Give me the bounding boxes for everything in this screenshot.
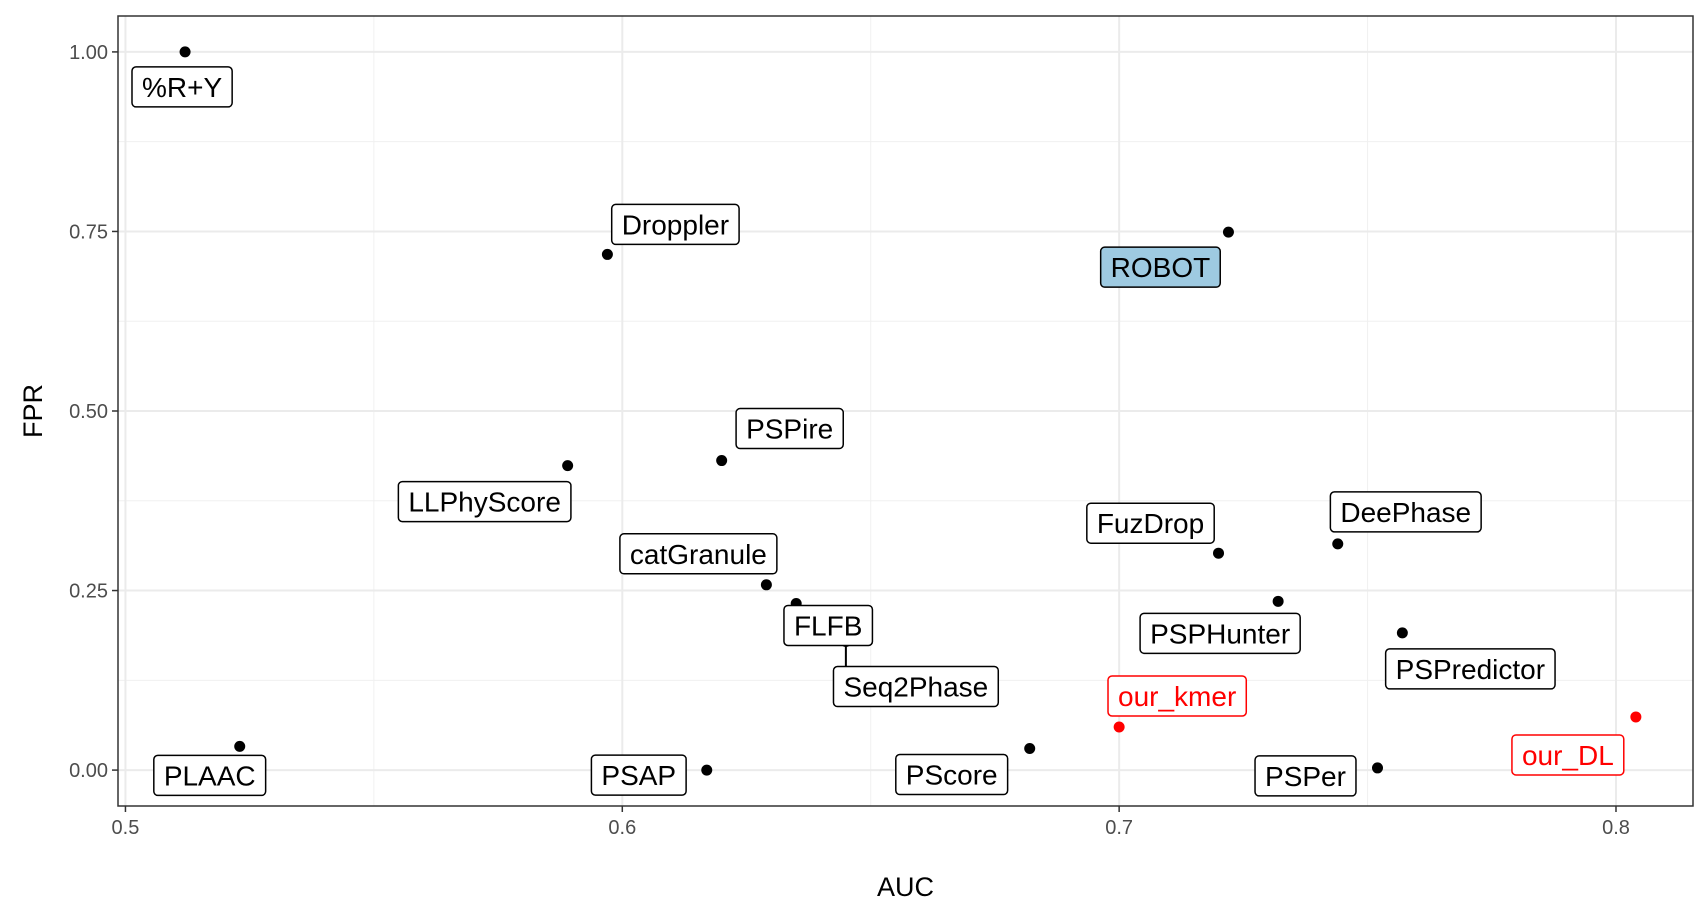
y-tick-label: 1.00	[69, 42, 108, 64]
data-point	[1024, 743, 1036, 755]
point-label--r-y: %R+Y	[131, 66, 233, 108]
label-text: PSAP	[601, 760, 676, 791]
label-text: FuzDrop	[1097, 508, 1204, 539]
label-text: PScore	[906, 760, 998, 791]
label-text: PSPer	[1265, 761, 1346, 792]
label-text: PSPredictor	[1396, 654, 1545, 685]
point-label-fuzdrop: FuzDrop	[1086, 502, 1215, 544]
y-tick-label: 0.75	[69, 221, 108, 243]
label-box	[1384, 648, 1556, 690]
point-label-llphyscore: LLPhyScore	[397, 480, 572, 523]
data-point	[716, 455, 728, 467]
x-tick-label: 0.6	[608, 817, 636, 839]
label-box	[590, 754, 687, 796]
data-point	[179, 46, 191, 58]
point-label-our-kmer: our_kmer	[1107, 675, 1248, 717]
label-text: DeePhase	[1340, 497, 1471, 528]
data-point	[1222, 226, 1234, 238]
point-label-droppler: Droppler	[610, 203, 740, 246]
y-tick-label: 0.00	[69, 760, 108, 782]
label-box	[1254, 755, 1357, 797]
label-text: LLPhyScore	[408, 487, 561, 518]
y-axis-title: FPR	[18, 384, 48, 438]
label-box	[1511, 734, 1625, 776]
label-text: PSPHunter	[1150, 618, 1290, 649]
label-text: FLFB	[794, 610, 862, 641]
label-box	[153, 754, 267, 797]
major-gridlines	[118, 16, 1693, 806]
point-label-pspire: PSPire	[735, 407, 844, 450]
x-tick-label: 0.8	[1602, 817, 1630, 839]
label-box	[397, 480, 572, 523]
data-point	[760, 579, 772, 591]
point-label-deephase: DeePhase	[1329, 491, 1482, 533]
data-point	[1372, 762, 1384, 774]
point-label-flfb: FLFB	[783, 604, 874, 647]
point-label-catgranule: catGranule	[619, 533, 778, 575]
y-tick-label: 0.50	[69, 401, 108, 423]
data-points	[179, 46, 1642, 776]
point-label-psper: PSPer	[1254, 755, 1357, 797]
label-box	[1329, 491, 1482, 533]
point-label-robot: ROBOT	[1099, 246, 1221, 288]
data-point	[701, 764, 713, 776]
label-box	[1107, 675, 1248, 717]
label-box	[783, 604, 874, 647]
label-box	[610, 203, 740, 246]
data-point	[234, 740, 246, 752]
label-text: our_kmer	[1118, 681, 1236, 712]
point-label-psphunter: PSPHunter	[1139, 612, 1301, 655]
label-text: catGranule	[630, 539, 767, 570]
data-point	[1113, 721, 1125, 733]
point-label-pspredictor: PSPredictor	[1384, 648, 1556, 690]
label-box	[1139, 612, 1301, 655]
label-box	[1099, 246, 1221, 288]
x-tick-label: 0.7	[1105, 817, 1133, 839]
label-text: ROBOT	[1111, 252, 1211, 283]
point-label-pscore: PScore	[895, 753, 1009, 796]
label-text: PSPire	[746, 414, 833, 445]
label-box	[832, 665, 1000, 708]
label-box	[1086, 502, 1215, 544]
x-axis: 0.5 0.6 0.7 0.8	[112, 806, 1630, 839]
label-text: Droppler	[622, 209, 729, 240]
y-axis: 0.00 0.25 0.50 0.75 1.00	[69, 42, 118, 782]
point-labels: %R+Y Droppler ROBOT PSPire LLPhyScore FuzDrop…	[131, 66, 1625, 797]
data-point	[1213, 547, 1225, 559]
data-point	[1272, 595, 1284, 607]
point-label-plaac: PLAAC	[153, 754, 267, 797]
data-point	[1332, 538, 1344, 550]
data-point	[562, 460, 574, 472]
data-point	[1630, 711, 1642, 723]
label-text: our_DL	[1522, 740, 1614, 771]
point-label-our-dl: our_DL	[1511, 734, 1625, 776]
label-box	[619, 533, 778, 575]
label-text: Seq2Phase	[843, 672, 988, 703]
x-axis-title: AUC	[877, 872, 934, 902]
label-box	[131, 66, 233, 108]
label-box	[895, 753, 1009, 796]
point-label-psap: PSAP	[590, 754, 687, 796]
y-tick-label: 0.25	[69, 581, 108, 603]
label-text: %R+Y	[142, 72, 222, 103]
data-point	[1396, 627, 1408, 639]
x-tick-label: 0.5	[112, 817, 140, 839]
label-box	[735, 407, 844, 450]
label-text: PLAAC	[164, 760, 256, 791]
point-label-seq2phase: Seq2Phase	[832, 665, 1000, 708]
data-point	[601, 248, 613, 260]
